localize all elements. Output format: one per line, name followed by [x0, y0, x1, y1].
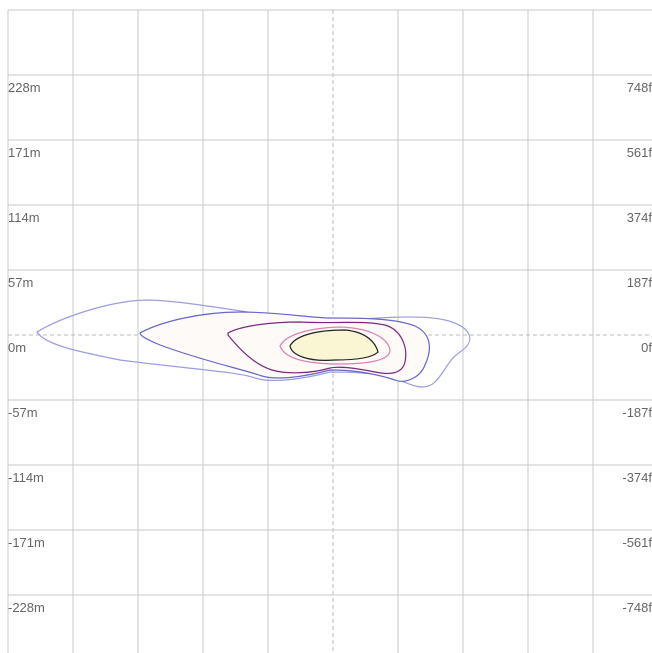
left-label: -228m	[8, 600, 45, 615]
left-label: 171m	[8, 145, 41, 160]
left-label: -114m	[8, 470, 44, 485]
plume-contours	[36, 299, 471, 388]
contour-4	[279, 326, 391, 365]
left-label: -171m	[8, 535, 45, 550]
right-label: 374f	[627, 210, 652, 225]
left-label: 228m	[8, 80, 41, 95]
right-label: -748f	[622, 600, 652, 615]
left-label: 114m	[8, 210, 40, 225]
contour-outer	[36, 299, 471, 388]
right-label: 561f	[627, 145, 652, 160]
right-labels: 748f 561f 374f 187f 0f -187f -374f -561f…	[622, 80, 652, 615]
left-labels: 228m 171m 114m 57m 0m -57m -114m -171m -…	[8, 80, 45, 615]
contour-core	[289, 329, 379, 361]
contour-3	[227, 321, 407, 374]
left-label: 57m	[8, 275, 33, 290]
grid	[7, 9, 652, 653]
right-label: 187f	[627, 275, 652, 290]
right-label: 0f	[641, 340, 652, 355]
right-label: -374f	[622, 470, 652, 485]
right-label: -561f	[622, 535, 652, 550]
right-label: 748f	[627, 80, 652, 95]
left-label: -57m	[8, 405, 38, 420]
left-label: 0m	[8, 340, 26, 355]
right-label: -187f	[622, 405, 652, 420]
